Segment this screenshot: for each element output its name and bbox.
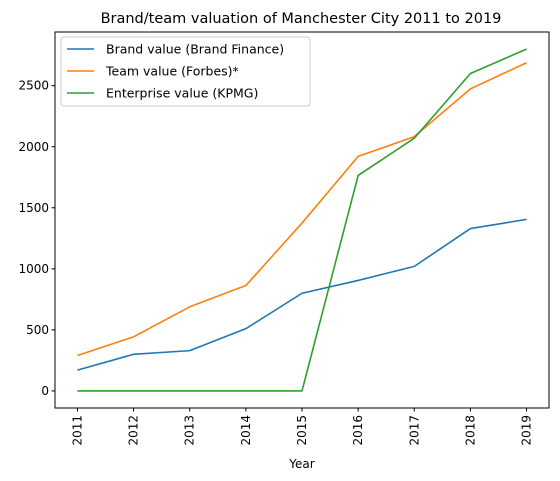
- y-tick-label: 1000: [18, 262, 49, 276]
- x-tick-label: 2018: [463, 415, 477, 446]
- x-tick-label: 2017: [407, 415, 421, 446]
- y-tick-label: 0: [41, 384, 49, 398]
- legend-box: [60, 36, 311, 107]
- x-tick-label: 2015: [295, 415, 309, 446]
- y-tick-label: 1500: [18, 201, 49, 215]
- series-line-0: [77, 218, 527, 371]
- chart-title: Brand/team valuation of Manchester City …: [101, 11, 502, 27]
- series-lines: [77, 48, 527, 392]
- x-axis-label: Year: [288, 457, 314, 471]
- series-line-2: [77, 48, 527, 392]
- legend-label-2: Enterprise value (KPMG): [106, 86, 258, 101]
- x-tick-label: 2014: [239, 415, 253, 446]
- y-tick-label: 500: [26, 323, 49, 337]
- y-axis: 0 500 1000 1500 2000 2500: [18, 79, 55, 398]
- legend-label-1: Team value (Forbes)*: [105, 64, 239, 79]
- x-tick-label: 2012: [127, 415, 141, 446]
- x-axis: 2011 2012 2013 2014 2015 2016 2017 2018 2019: [70, 408, 534, 446]
- y-tick-label: 2500: [18, 79, 49, 93]
- x-tick-label: 2019: [520, 415, 534, 446]
- legend-label-0: Brand value (Brand Finance): [106, 42, 284, 57]
- x-tick-label: 2016: [351, 415, 365, 446]
- x-tick-label: 2011: [70, 415, 84, 446]
- legend: Brand value (Brand Finance) Team value (F…: [60, 36, 311, 107]
- y-tick-label: 2000: [18, 140, 49, 154]
- x-tick-label: 2013: [183, 415, 197, 446]
- series-line-1: [77, 62, 527, 357]
